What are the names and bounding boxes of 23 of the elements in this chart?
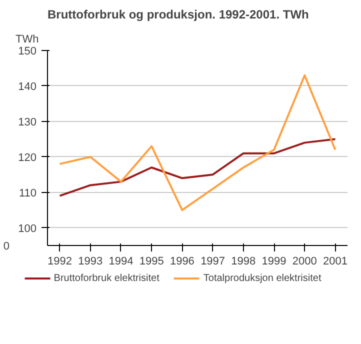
x-tick-label: 1993 [78,256,103,268]
x-tick-label: 1999 [262,256,286,268]
x-tick-label: 2001 [323,256,348,268]
x-tick-label: 1997 [200,256,226,268]
x-tick-label: 1992 [48,256,72,268]
x-tick-label: 1998 [231,256,256,268]
y-tick-label: 110 [18,187,37,200]
y-tick-label: 120 [18,152,37,164]
text: 0 [3,240,10,252]
y-axis-title: TWh [16,34,39,46]
chart-title: Bruttoforbruk og produksjon. 1992-2001. TWh [48,8,309,22]
legend-label: Totalproduksjon elektrisitet [203,272,322,284]
line-series [58,138,336,197]
x-tick-label: 1995 [139,256,164,268]
y-tick-label: 100 [18,222,37,235]
legend-label: Bruttoforbruk elektrisitet [54,272,160,284]
y-tick-label: 150 [18,46,37,58]
y-tick-label: 130 [18,116,37,128]
x-tick-label: 2000 [292,256,317,268]
x-tick-label: 1996 [170,256,194,268]
x-tick-label: 1994 [108,256,134,268]
y-tick-label: 140 [18,80,37,93]
line-series [58,74,336,212]
